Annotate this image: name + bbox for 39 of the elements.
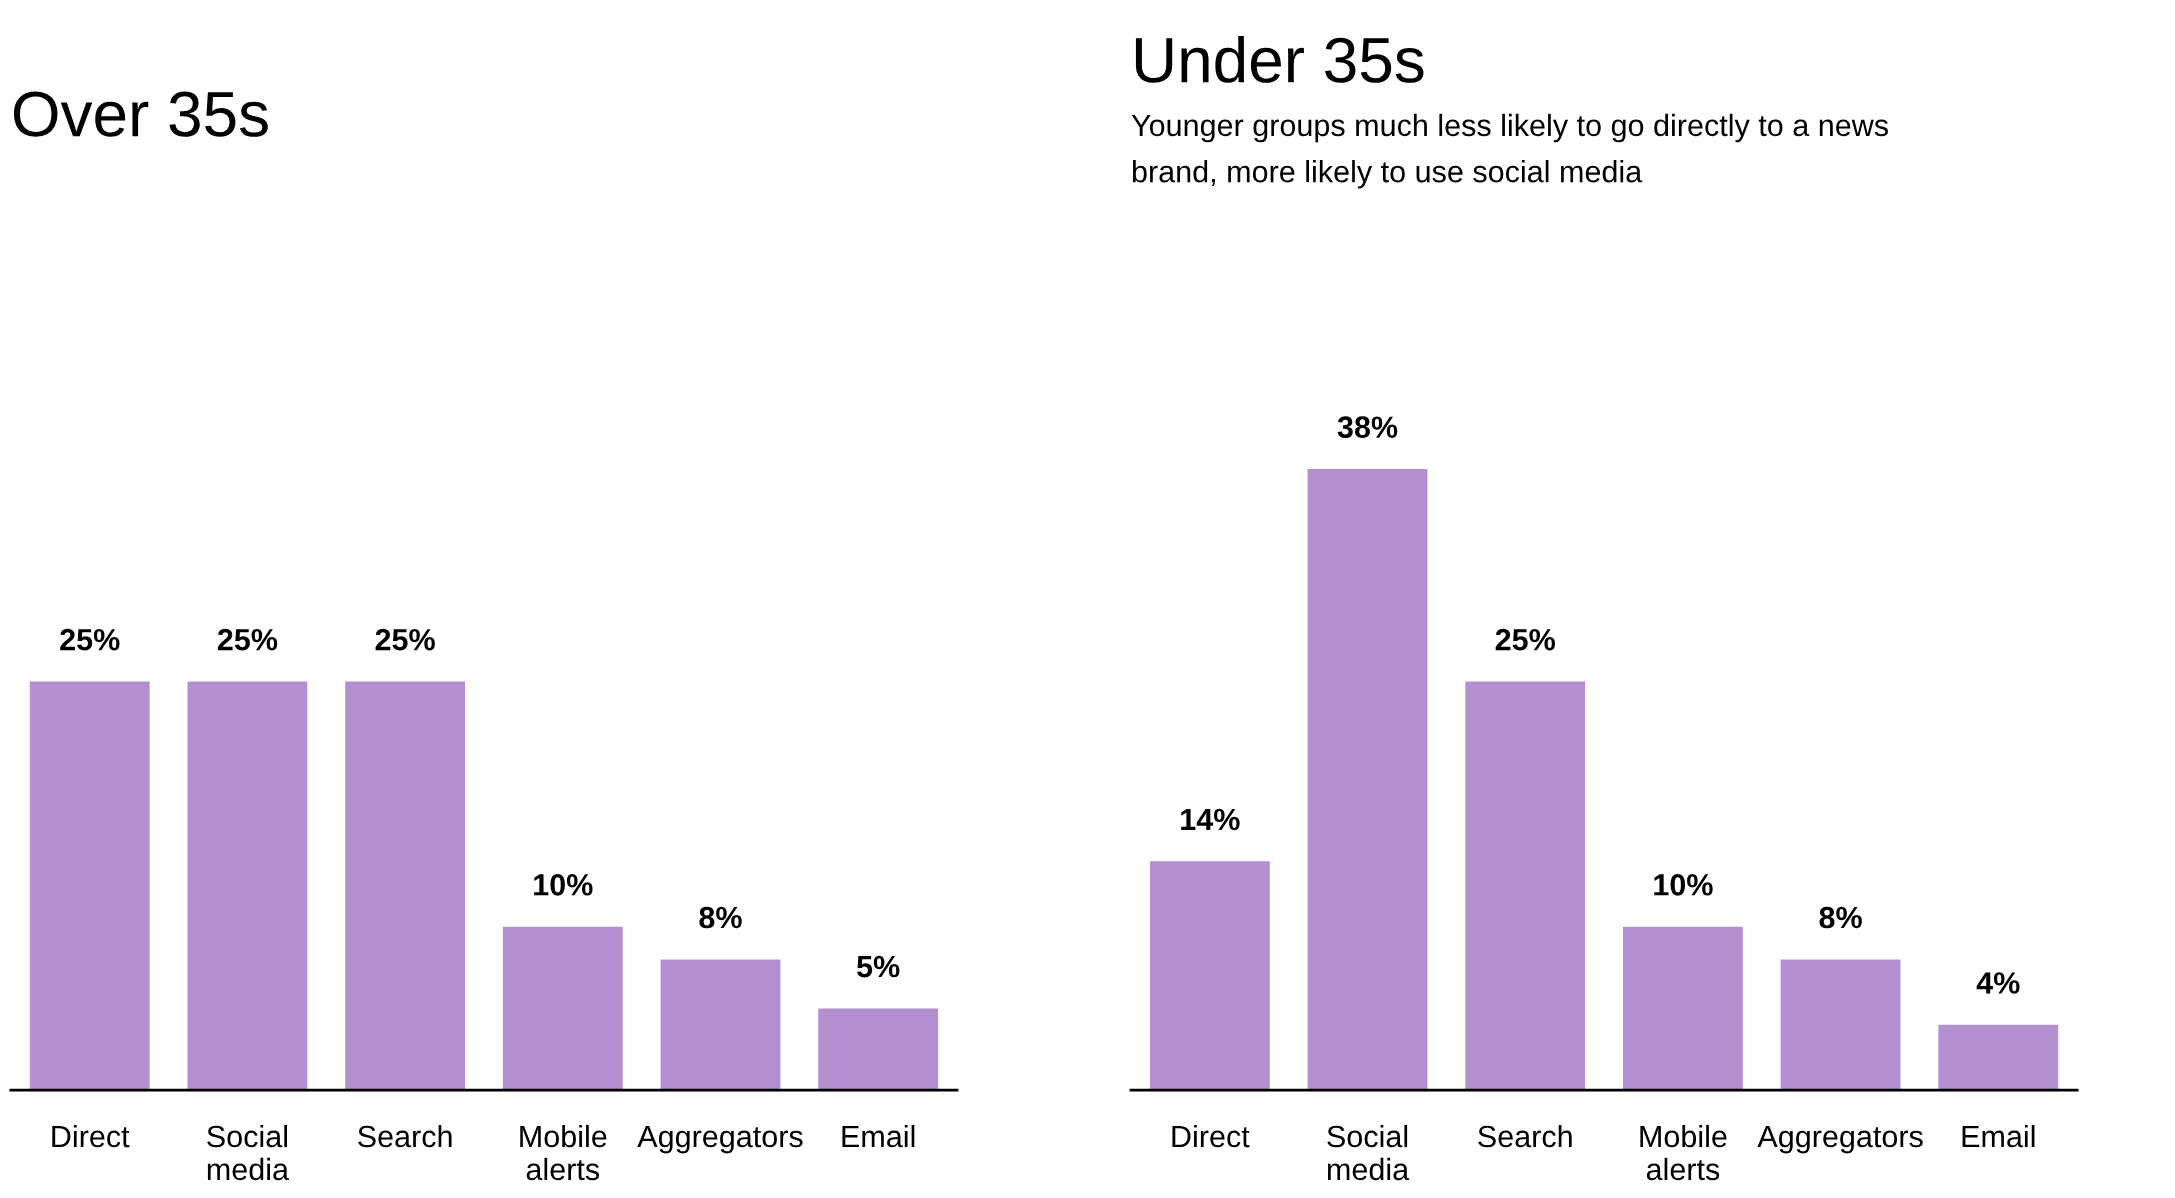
x-tick-label: Mobile alerts <box>520 1124 607 1181</box>
bar <box>1149 861 1270 1091</box>
data-label: 10% <box>534 874 593 896</box>
data-label: 25% <box>60 628 120 651</box>
bar <box>1465 681 1586 1091</box>
data-label: 8% <box>699 906 742 929</box>
bar <box>345 681 466 1091</box>
x-tick-label: Search <box>358 1124 452 1148</box>
chart-subtitle: Younger groups much less likely to go directly to a news brand, more likely to use social media <box>1131 113 1888 189</box>
chart-title: Over 35s <box>13 91 268 137</box>
data-label: 38% <box>1337 416 1398 438</box>
bar <box>660 959 781 1091</box>
x-tick-label: Aggregators <box>637 1126 803 1154</box>
x-tick-label: Direct <box>52 1124 130 1148</box>
x-tick-label: Direct <box>1172 1124 1250 1148</box>
data-label: 25% <box>217 628 278 651</box>
x-tick-label: Mobile alerts <box>1640 1124 1727 1181</box>
bar <box>818 1008 939 1091</box>
x-tick-label: Email <box>842 1124 915 1148</box>
data-label: 25% <box>1495 628 1555 651</box>
bar <box>1780 959 1901 1091</box>
x-tick-label: Email <box>1962 1124 2035 1148</box>
bar <box>1938 1024 2059 1091</box>
data-label: 10% <box>1654 874 1713 896</box>
bar <box>502 926 623 1091</box>
data-label: 5% <box>857 955 900 978</box>
data-label: 8% <box>1819 906 1862 929</box>
bar <box>1307 468 1428 1091</box>
data-label: 4% <box>1976 972 2020 994</box>
x-tick-label: Social media <box>1327 1124 1410 1181</box>
bar <box>187 681 308 1091</box>
x-tick-label: Social media <box>207 1124 290 1181</box>
data-label: 25% <box>375 628 435 651</box>
data-label: 14% <box>1181 808 1240 831</box>
bar <box>29 681 150 1091</box>
chart-title: Under 35s <box>1135 35 1424 83</box>
x-tick-label: Search <box>1478 1124 1572 1148</box>
x-tick-label: Aggregators <box>1757 1126 1923 1154</box>
bar <box>1622 926 1743 1091</box>
